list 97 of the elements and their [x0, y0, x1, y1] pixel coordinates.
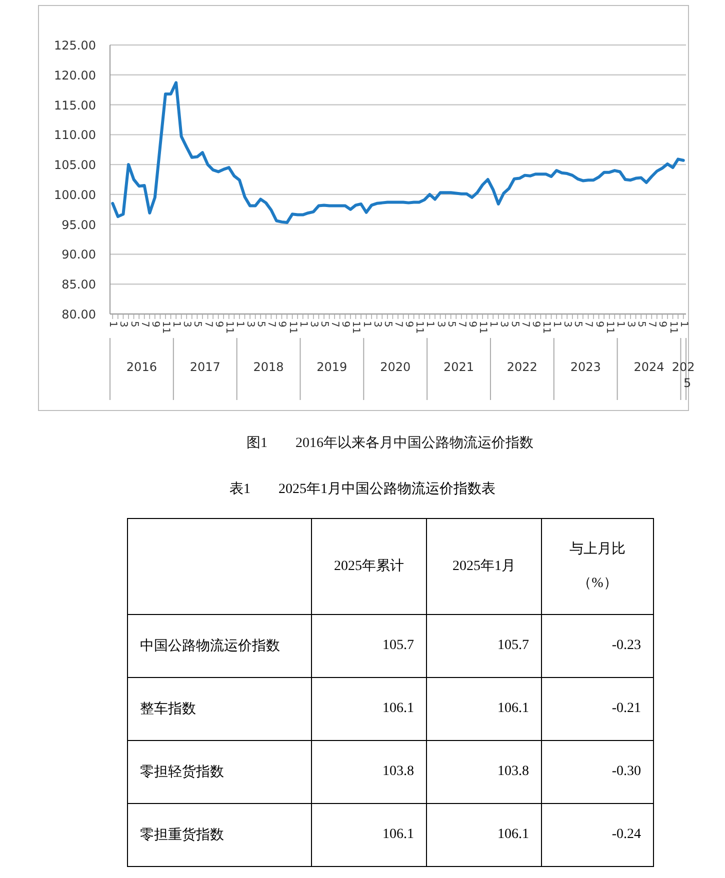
y-tick-label: 100.00	[54, 188, 96, 202]
x-tick-label: 7	[519, 321, 530, 328]
x-tick-label: 7	[266, 321, 277, 328]
x-tick-label: 11	[667, 321, 678, 334]
x-tick-label: 9	[340, 321, 351, 328]
data-label: 106.1	[426, 678, 542, 740]
y-tick-label: 95.00	[62, 218, 96, 232]
x-tick-label: 7	[646, 321, 658, 328]
text: 2022	[506, 360, 538, 374]
text: 2020	[380, 360, 411, 374]
data-label: -0.30	[542, 740, 654, 804]
data-label: 105.7	[312, 614, 426, 678]
x-tick-label: 3	[498, 321, 510, 328]
x-tick-label: 9	[212, 321, 224, 328]
x-tick-label: 11	[350, 321, 362, 334]
x-tick-label: 11	[414, 321, 425, 334]
text: 2023	[570, 360, 601, 374]
x-tick-label: 9	[656, 321, 668, 328]
x-tick-label: 11	[160, 321, 171, 334]
x-tick-label: 5	[445, 321, 456, 328]
x-tick-label: 5	[318, 321, 330, 328]
x-tick-label: 3	[562, 321, 573, 328]
data-label: 106.1	[426, 804, 542, 866]
x-tick-label: 11	[223, 321, 234, 334]
y-tick-label: 120.00	[54, 68, 96, 82]
x-tick-label: 1	[360, 321, 372, 328]
x-tick-label: 1	[297, 321, 308, 328]
x-tick-label: 1	[678, 321, 689, 328]
data-label: -0.24	[542, 804, 654, 866]
x-tick-label: 5	[508, 321, 520, 328]
x-tick-label: 3	[371, 321, 382, 328]
text: 2017	[190, 360, 220, 374]
y-tick-label: 125.00	[54, 38, 96, 52]
y-tick-label: 80.00	[62, 308, 96, 322]
y-tick-label: 115.00	[54, 98, 96, 112]
x-tick-label: 9	[149, 321, 160, 328]
x-tick-label: 1	[170, 321, 182, 328]
text: 2019	[316, 360, 348, 374]
data-label: 103.8	[426, 740, 542, 804]
data-label: 103.8	[312, 740, 426, 804]
x-tick-label: 5	[636, 321, 647, 328]
x-tick-label: 7	[329, 321, 340, 328]
text: 2018	[253, 360, 284, 374]
x-tick-label: 3	[118, 321, 129, 328]
x-tick-label: 9	[530, 321, 541, 328]
y-tick-label: 105.00	[54, 158, 96, 172]
text: 表1 2025年1月中国公路物流运价指数表	[228, 480, 496, 499]
text: 2016	[126, 360, 157, 374]
text: 2025年累计	[312, 518, 426, 614]
x-tick-label: 5	[255, 321, 266, 328]
y-tick-label: 90.00	[62, 248, 96, 262]
x-tick-label: 1	[424, 321, 436, 328]
y-tick-label: 110.00	[54, 128, 96, 142]
x-tick-label: 11	[604, 321, 615, 334]
data-label: -0.21	[542, 678, 654, 740]
text: 图1 2016年以来各月中国公路物流运价指数	[246, 435, 534, 451]
x-tick-label: 9	[276, 321, 288, 328]
x-tick-label: 11	[286, 321, 298, 334]
category-label: 零担轻货指数	[128, 740, 312, 804]
text: 2021	[443, 360, 474, 374]
x-tick-label: 11	[540, 321, 552, 334]
x-tick-label: 5	[382, 321, 393, 328]
category-label: 中国公路物流运价指数	[128, 614, 312, 678]
text: 与上月比（%）	[570, 542, 626, 590]
x-tick-label: 7	[202, 321, 214, 328]
data-label: 106.1	[312, 804, 426, 866]
x-tick-label: 5	[192, 321, 203, 328]
x-tick-label: 1	[107, 321, 118, 328]
x-tick-label: 3	[434, 321, 446, 328]
data-label: 106.1	[312, 678, 426, 740]
x-tick-label: 1	[488, 321, 499, 328]
y-tick-label: 85.00	[62, 278, 96, 292]
x-tick-label: 7	[456, 321, 467, 328]
x-tick-label: 9	[466, 321, 478, 328]
category-label: 整车指数	[128, 678, 312, 740]
text: 2024	[634, 360, 664, 374]
x-tick-label: 9	[403, 321, 414, 328]
x-tick-label: 11	[477, 321, 488, 334]
x-tick-label: 1	[551, 321, 562, 328]
data-label: 105.7	[426, 614, 542, 678]
x-tick-label: 9	[593, 321, 604, 328]
x-tick-label: 7	[582, 321, 594, 328]
x-tick-label: 3	[181, 321, 192, 328]
x-tick-label: 7	[138, 321, 150, 328]
line-series	[111, 81, 685, 224]
x-tick-label: 5	[128, 321, 140, 328]
text: 2025年1月	[426, 518, 542, 614]
text: 2025	[672, 360, 695, 390]
category-label: 零担重货指数	[128, 804, 312, 866]
x-tick-label: 3	[308, 321, 319, 328]
x-tick-label: 7	[392, 321, 404, 328]
x-tick-label: 1	[234, 321, 245, 328]
x-tick-label: 3	[244, 321, 256, 328]
x-tick-label: 1	[614, 321, 626, 328]
x-tick-label: 5	[572, 321, 584, 328]
x-tick-label: 3	[625, 321, 636, 328]
data-label: -0.23	[542, 614, 654, 678]
